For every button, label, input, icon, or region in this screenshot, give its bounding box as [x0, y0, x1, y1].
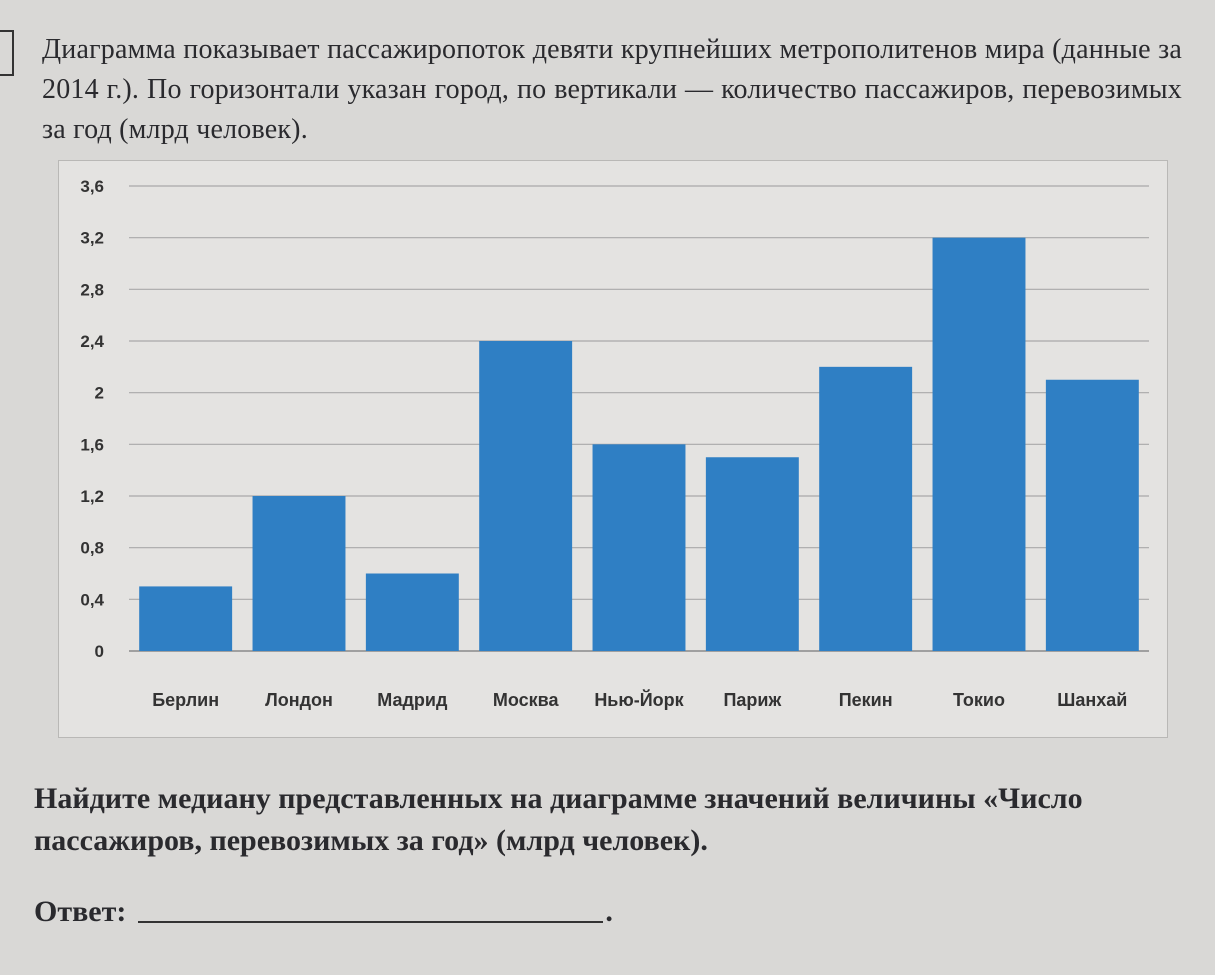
- x-tick-label: Токио: [953, 690, 1005, 710]
- y-tick-label: 1,6: [80, 435, 104, 454]
- x-tick-label: Пекин: [839, 690, 893, 710]
- bar: [819, 366, 913, 651]
- x-tick-label: Нью-Йорк: [594, 689, 684, 710]
- x-tick-label: Москва: [493, 690, 560, 710]
- bar: [592, 444, 686, 651]
- y-tick-label: 1,2: [80, 487, 104, 506]
- y-tick-label: 3,6: [80, 177, 104, 196]
- y-tick-label: 0: [95, 642, 104, 661]
- y-tick-label: 2,4: [80, 332, 104, 351]
- y-tick-label: 0,4: [80, 590, 104, 609]
- y-tick-label: 0,8: [80, 539, 104, 558]
- y-tick-label: 2: [95, 384, 104, 403]
- bar: [252, 496, 346, 651]
- answer-row: Ответ: .: [34, 895, 613, 929]
- task-checkbox[interactable]: [0, 30, 14, 76]
- task-question: Найдите медиану представленных на диагра…: [34, 782, 1083, 857]
- x-tick-label: Лондон: [265, 690, 333, 710]
- answer-field[interactable]: [138, 921, 604, 923]
- task-intro: Диаграмма показывает пассажиропоток девя…: [42, 34, 1182, 145]
- y-tick-label: 2,8: [80, 280, 104, 299]
- x-tick-label: Берлин: [152, 690, 219, 710]
- answer-end: .: [605, 895, 613, 928]
- bar: [139, 586, 233, 651]
- x-tick-label: Шанхай: [1057, 690, 1127, 710]
- bar: [1045, 379, 1139, 651]
- bar: [479, 341, 573, 651]
- bar-chart: 0 0,4 0,8 1,2 1,6 2 2,4 2,8 3,2 3,6 Берлин Лондон Ма…: [80, 177, 1149, 710]
- bar: [365, 573, 459, 651]
- chart-frame: 0 0,4 0,8 1,2 1,6 2 2,4 2,8 3,2 3,6 Берлин Лондон Ма…: [58, 160, 1168, 738]
- bar: [705, 457, 799, 651]
- x-tick-label: Мадрид: [377, 690, 448, 710]
- x-tick-label: Париж: [723, 690, 781, 710]
- answer-label: Ответ:: [34, 895, 127, 928]
- bar: [932, 237, 1026, 651]
- y-tick-label: 3,2: [80, 229, 104, 248]
